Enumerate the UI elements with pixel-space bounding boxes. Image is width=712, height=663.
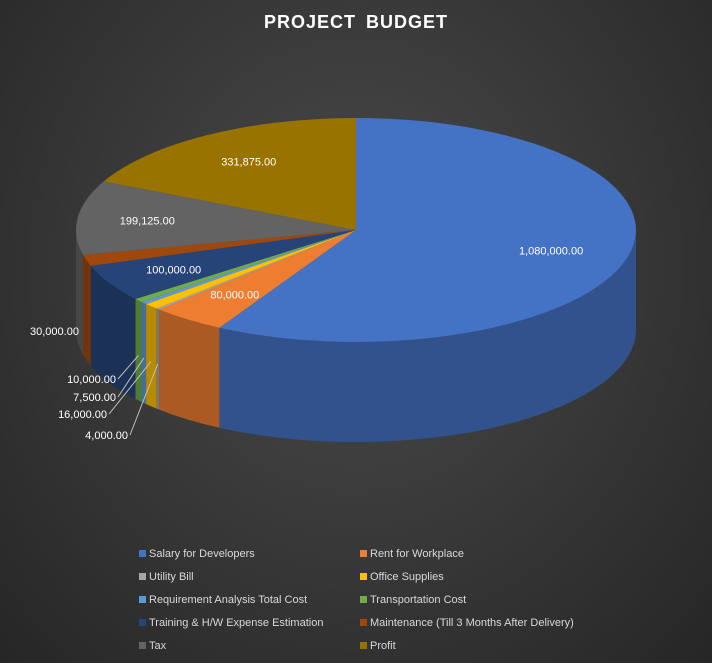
pie-slice-9	[103, 118, 356, 230]
legend-item: Maintenance (Till 3 Months After Deliver…	[360, 615, 599, 630]
pie-side-5	[135, 299, 142, 402]
legend-item: Tax	[139, 638, 360, 653]
pie-chart: 1,080,000.00 80,000.00 100,000.00 199,125.0…	[30, 118, 637, 442]
legend-label: Office Supplies	[370, 570, 444, 583]
pie-side-3	[146, 304, 157, 409]
legend-item: Profit	[360, 638, 599, 653]
pie-side-8	[76, 230, 84, 355]
pie-side-0	[219, 230, 637, 442]
data-label-6: 100,000.00	[146, 264, 201, 276]
legend-swatch	[360, 573, 367, 580]
legend-swatch	[360, 550, 367, 557]
pie-slice-3	[146, 230, 356, 309]
legend-swatch	[360, 619, 367, 626]
legend-swatch	[139, 550, 146, 557]
pie-side-4	[141, 301, 147, 405]
leader-line-4	[117, 357, 145, 398]
data-label-5: 10,000.00	[67, 374, 116, 386]
legend-swatch	[139, 642, 146, 649]
legend-label: Tax	[149, 639, 167, 652]
pie-side-2	[156, 308, 160, 410]
data-label-0: 1,080,000.00	[519, 245, 583, 257]
legend-item: Rent for Workplace	[360, 546, 599, 561]
legend-swatch	[139, 596, 146, 603]
pie-slice-1	[159, 230, 356, 328]
legend-label: Transportation Cost	[370, 593, 467, 606]
legend-label: Maintenance (Till 3 Months After Deliver…	[370, 616, 574, 629]
data-label-7: 30,000.00	[30, 326, 79, 338]
data-label-4: 7,500.00	[73, 392, 116, 404]
pie-slice-7	[83, 230, 356, 266]
legend-swatch	[360, 596, 367, 603]
leader-line-5	[117, 355, 139, 380]
legend-swatch	[139, 619, 146, 626]
chart-title: PROJECT BUDGET	[263, 12, 449, 32]
legend-item: Transportation Cost	[360, 592, 599, 607]
pie-slice-2	[156, 230, 356, 310]
legend-label: Salary for Developers	[149, 547, 255, 560]
data-label-8: 199,125.00	[120, 216, 175, 228]
data-label-1: 80,000.00	[210, 289, 259, 301]
legend-item: Training & H/W Expense Estimation	[139, 615, 360, 630]
legend-label: Training & H/W Expense Estimation	[149, 616, 324, 629]
legend-item: Requirement Analysis Total Cost	[139, 592, 360, 607]
pie-side-1	[159, 309, 220, 428]
data-label-3: 16,000.00	[58, 409, 107, 421]
legend-label: Requirement Analysis Total Cost	[149, 593, 308, 606]
legend-label: Utility Bill	[149, 570, 194, 583]
legend-item: Office Supplies	[360, 569, 599, 584]
legend-swatch	[139, 573, 146, 580]
pie-slice-8	[75, 181, 356, 255]
pie-slice-6	[90, 230, 356, 300]
pie-slice-4	[141, 230, 356, 305]
pie-side-6	[90, 265, 136, 400]
data-label-9: 331,875.00	[221, 157, 276, 169]
pie-slice-5	[135, 230, 356, 302]
pie-slice-0	[219, 118, 636, 342]
legend-label: Rent for Workplace	[370, 547, 464, 560]
chart-legend: Salary for Developers Rent for Workplace U…	[139, 546, 599, 653]
legend-label: Profit	[370, 639, 396, 652]
data-label-2: 4,000.00	[85, 430, 128, 442]
legend-item: Salary for Developers	[139, 546, 360, 561]
leader-line-2	[129, 363, 159, 436]
legend-swatch	[360, 642, 367, 649]
legend-item: Utility Bill	[139, 569, 360, 584]
pie-side-7	[83, 254, 91, 366]
leader-line-3	[108, 361, 152, 415]
